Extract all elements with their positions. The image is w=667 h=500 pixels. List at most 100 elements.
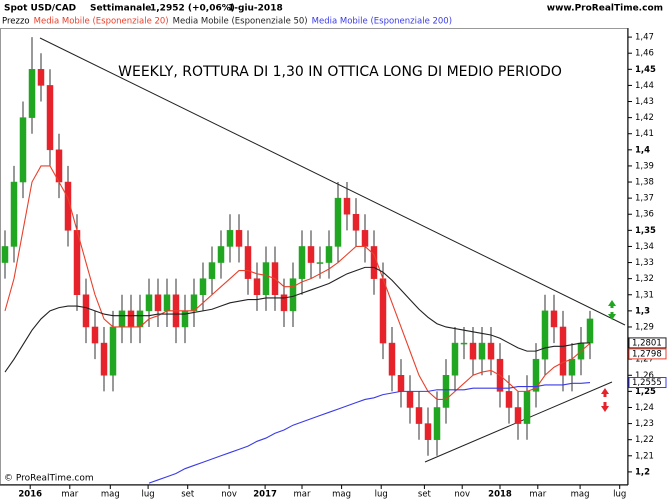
y-tick-label: 1,21 bbox=[635, 451, 654, 461]
candle-body bbox=[91, 326, 99, 344]
x-tick-label: nov bbox=[221, 490, 237, 500]
y-tick-label: 1,4 bbox=[635, 145, 650, 155]
candle-body bbox=[82, 294, 90, 328]
candle-body bbox=[325, 246, 333, 263]
date: 1-giu-2018 bbox=[228, 4, 283, 14]
y-tick-label: 1,24 bbox=[635, 403, 654, 413]
candle-body bbox=[523, 391, 531, 424]
price: 1,2952 (+0,06%) bbox=[150, 4, 235, 14]
x-tick-label: mar bbox=[529, 490, 546, 500]
site: www.ProRealTime.com bbox=[547, 4, 663, 14]
y-tick-label: 1,47 bbox=[635, 33, 654, 43]
y-tick-label: 1,25 bbox=[635, 387, 656, 397]
candle-body bbox=[208, 262, 216, 279]
candle-body bbox=[442, 375, 450, 408]
y-tick-label: 1,33 bbox=[635, 258, 654, 268]
period: Settimanale bbox=[90, 4, 151, 14]
candle-body bbox=[505, 391, 513, 408]
last-value-label: 1,2555 bbox=[632, 378, 662, 388]
candle-body bbox=[343, 197, 351, 215]
candle-body bbox=[100, 342, 108, 376]
candle-body bbox=[469, 342, 477, 360]
candle-body bbox=[10, 181, 18, 247]
candle-body bbox=[541, 310, 549, 360]
legend-entry: Media Mobile (Esponenziale 20) bbox=[34, 17, 169, 27]
candle-body bbox=[370, 246, 378, 279]
last-value-label: 1,2798 bbox=[632, 349, 662, 359]
last-value-tag bbox=[628, 377, 667, 389]
y-tick-label: 1,39 bbox=[635, 161, 654, 171]
x-tick-label: lug bbox=[142, 490, 155, 500]
legend-entry: Media Mobile (Esponenziale 50) bbox=[173, 17, 308, 27]
x-tick-label: nov bbox=[454, 490, 470, 500]
y-tick-label: 1,31 bbox=[635, 290, 654, 300]
candle-body bbox=[64, 181, 72, 231]
x-tick-label: 2016 bbox=[18, 490, 42, 500]
candle-body bbox=[46, 85, 54, 151]
candle-body bbox=[253, 278, 261, 296]
y-tick-label: 1,26 bbox=[635, 371, 654, 381]
y-tick-label: 1,44 bbox=[635, 81, 654, 91]
candle-body bbox=[550, 310, 558, 328]
candle-body bbox=[37, 69, 45, 86]
instrument: Spot USD/CAD bbox=[4, 4, 76, 14]
candle-body bbox=[73, 230, 81, 296]
candle-body bbox=[244, 246, 252, 279]
candle-body bbox=[334, 197, 342, 247]
candle-body bbox=[487, 342, 495, 360]
moving-average-line bbox=[148, 381, 591, 484]
candle-body bbox=[379, 278, 387, 344]
candle-body bbox=[460, 342, 468, 345]
y-tick-label: 1,32 bbox=[635, 274, 654, 284]
candle-body bbox=[28, 69, 36, 118]
down-arrow bbox=[601, 388, 609, 412]
y-tick-label: 1,34 bbox=[635, 242, 654, 252]
candle-body bbox=[352, 213, 360, 231]
y-tick-label: 1,43 bbox=[635, 97, 654, 107]
candle-body bbox=[415, 407, 423, 424]
y-tick-label: 1,46 bbox=[635, 49, 654, 59]
candle-body bbox=[145, 294, 153, 312]
moving-average-line bbox=[4, 266, 591, 373]
y-tick-label: 1,45 bbox=[635, 65, 656, 75]
footer: © ProRealTime.com bbox=[4, 474, 94, 484]
candle-body bbox=[514, 407, 522, 424]
plot-area bbox=[1, 37, 626, 484]
candle-body bbox=[451, 342, 459, 376]
candle-body bbox=[217, 246, 225, 263]
last-value-tag bbox=[628, 348, 667, 360]
y-tick-label: 1,42 bbox=[635, 113, 654, 123]
candle-body bbox=[109, 326, 117, 376]
x-tick-label: lug bbox=[613, 490, 626, 500]
y-tick-label: 1,38 bbox=[635, 178, 654, 188]
candle-body bbox=[163, 294, 171, 312]
candle-body bbox=[154, 294, 162, 312]
downtrend-line bbox=[39, 37, 626, 326]
candle-body bbox=[568, 358, 576, 376]
legend-entry: Media Mobile (Esponenziale 200) bbox=[312, 17, 452, 27]
candle-body bbox=[262, 262, 270, 296]
candle-body bbox=[289, 278, 297, 312]
candle-body bbox=[298, 246, 306, 279]
last-value-label: 1,2801 bbox=[632, 338, 662, 348]
y-tick-label: 1,27 bbox=[635, 355, 654, 365]
chart-title: WEEKLY, ROTTURA DI 1,30 IN OTTICA LONG D… bbox=[118, 64, 562, 80]
candle-body bbox=[280, 294, 288, 312]
last-value-tag bbox=[628, 337, 667, 349]
candle-body bbox=[388, 342, 396, 376]
candle-body bbox=[586, 318, 594, 344]
y-tick-label: 1,36 bbox=[635, 210, 654, 220]
candle-body bbox=[559, 326, 567, 376]
candle-body bbox=[433, 407, 441, 440]
candle-body bbox=[118, 310, 126, 328]
x-tick-label: mag bbox=[101, 490, 120, 500]
candle-body bbox=[127, 310, 135, 328]
x-tick-label: mar bbox=[294, 490, 311, 500]
x-tick-label: 2017 bbox=[253, 490, 277, 500]
candle-body bbox=[316, 262, 324, 264]
candle-body bbox=[478, 342, 486, 360]
y-tick-label: 1,37 bbox=[635, 194, 654, 204]
x-tick-label: 2018 bbox=[488, 490, 512, 500]
